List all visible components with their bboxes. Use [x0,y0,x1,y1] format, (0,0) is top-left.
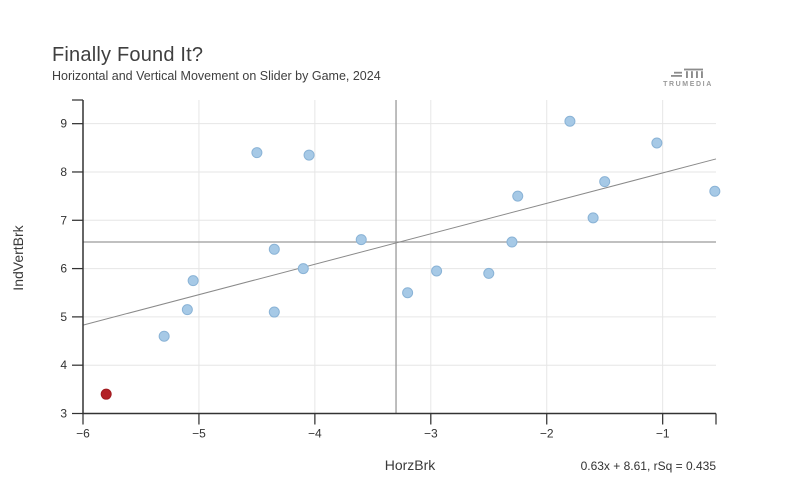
data-point[interactable] [512,190,524,202]
data-point[interactable] [181,304,193,316]
trumedia-logo-icon [671,68,703,78]
data-point[interactable] [268,243,280,255]
x-axis-title: HorzBrk [384,457,436,473]
x-tick-label: −3 [424,427,438,441]
x-tick-label: −4 [308,427,322,441]
data-point[interactable] [431,265,443,277]
data-point[interactable] [564,115,576,127]
data-point[interactable] [587,212,599,224]
y-tick-label: 3 [60,407,67,421]
data-point[interactable] [303,149,315,161]
y-axis-title: IndVertBrk [10,225,26,291]
highlighted-data-point[interactable] [100,388,112,400]
x-tick-label: −6 [76,427,90,441]
data-point[interactable] [709,185,721,197]
y-tick-label: 6 [60,262,67,276]
trumedia-logo-text: TRUMEDIA [663,81,713,88]
trend-line [82,158,717,326]
y-tick-label: 7 [60,213,67,227]
y-tick-label: 8 [60,165,67,179]
chart-subtitle: Horizontal and Vertical Movement on Slid… [52,69,381,83]
trend-equation-label: 0.63x + 8.61, rSq = 0.435 [580,459,716,473]
x-tick-label: −2 [540,427,554,441]
data-point[interactable] [251,147,263,159]
page-title: Finally Found It? [52,44,204,66]
data-point[interactable] [268,306,280,318]
data-point[interactable] [506,236,518,248]
y-tick-label: 5 [60,310,67,324]
data-point[interactable] [158,330,170,342]
data-point[interactable] [402,287,414,299]
y-tick-label: 4 [60,358,67,372]
data-point[interactable] [599,176,611,188]
trumedia-logo: TRUMEDIA [660,66,716,94]
data-point[interactable] [187,275,199,287]
data-point[interactable] [355,234,367,246]
x-tick-label: −5 [192,427,206,441]
data-point[interactable] [651,137,663,149]
x-tick-label: −1 [656,427,670,441]
data-point[interactable] [483,267,495,279]
data-point[interactable] [297,263,309,275]
y-tick-label: 9 [60,117,67,131]
axis-lines [82,100,716,415]
